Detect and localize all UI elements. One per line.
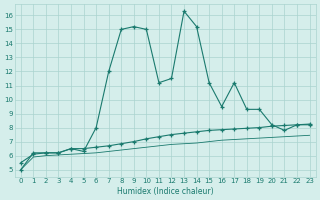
X-axis label: Humidex (Indice chaleur): Humidex (Indice chaleur)	[117, 187, 213, 196]
